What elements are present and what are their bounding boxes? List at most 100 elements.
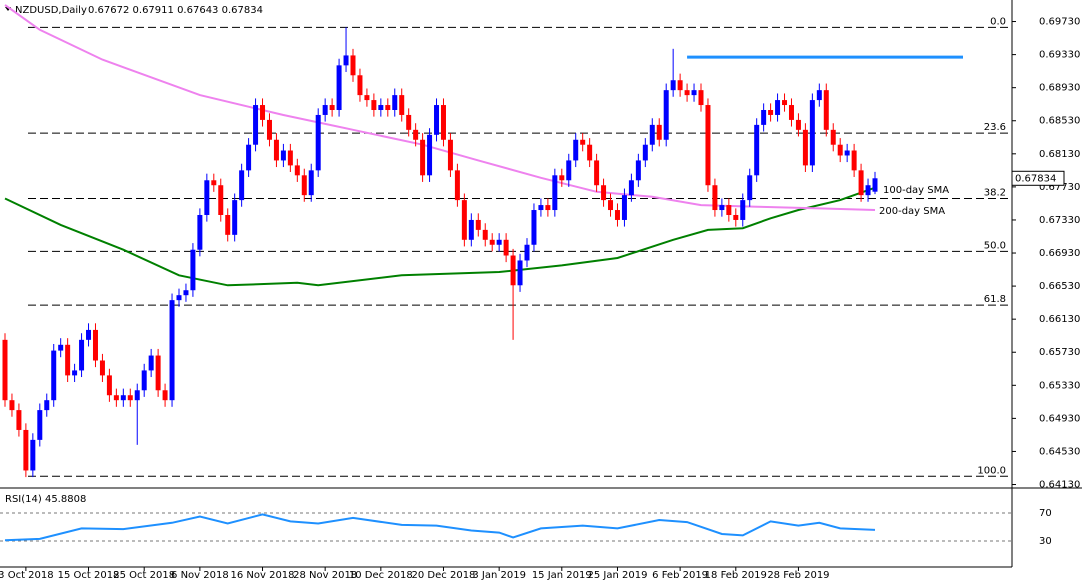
sma-annotation: 100-day SMA bbox=[883, 185, 949, 196]
candle-body bbox=[294, 165, 300, 176]
x-tick-label: 16 Nov 2018 bbox=[230, 570, 294, 581]
candle-body bbox=[155, 355, 161, 391]
candle-body bbox=[378, 105, 384, 110]
candle-body bbox=[475, 219, 481, 230]
candle-body bbox=[788, 105, 794, 120]
candle-body bbox=[524, 244, 530, 261]
ohlc-text: 0.67672 0.67911 0.67643 0.67834 bbox=[88, 5, 263, 16]
x-tick-label: 18 Feb 2019 bbox=[705, 570, 767, 581]
candle-body bbox=[371, 100, 377, 110]
candle-body bbox=[573, 139, 579, 161]
candle-body bbox=[260, 105, 266, 120]
candle-body bbox=[621, 195, 627, 220]
candle-body bbox=[23, 429, 29, 471]
candle-body bbox=[30, 439, 36, 471]
candle-body bbox=[601, 185, 607, 201]
y-tick-label: 0.66930 bbox=[1039, 248, 1080, 259]
fib-label: 0.0 bbox=[990, 16, 1006, 27]
candle-body bbox=[698, 90, 704, 106]
candle-body bbox=[802, 129, 808, 166]
candle-body bbox=[768, 109, 774, 115]
candle-body bbox=[322, 105, 328, 115]
candle-body bbox=[287, 150, 293, 166]
x-tick-label: 25 Oct 2018 bbox=[113, 570, 175, 581]
candle-body bbox=[740, 200, 746, 220]
candle-body bbox=[2, 339, 8, 401]
y-tick-label: 0.65330 bbox=[1039, 380, 1080, 391]
candle-body bbox=[670, 80, 676, 91]
candle-body bbox=[44, 400, 50, 411]
candle-body bbox=[809, 100, 815, 166]
x-tick-label: 3 Oct 2018 bbox=[0, 570, 54, 581]
y-tick-label: 0.68130 bbox=[1039, 149, 1080, 160]
candle-body bbox=[754, 124, 760, 176]
candle-body bbox=[58, 344, 64, 351]
rsi-line bbox=[4, 513, 876, 542]
y-tick-label: 0.67730 bbox=[1039, 182, 1080, 193]
sma-line bbox=[4, 4, 876, 211]
candle-body bbox=[141, 370, 147, 391]
x-tick-label: 3 Jan 2019 bbox=[472, 570, 526, 581]
candle-body bbox=[872, 178, 878, 192]
candle-body bbox=[816, 90, 822, 101]
candle-body bbox=[232, 200, 238, 235]
candle-body bbox=[594, 160, 600, 186]
x-tick-label: 25 Jan 2019 bbox=[588, 570, 648, 581]
y-tick-label: 0.69330 bbox=[1039, 50, 1080, 61]
x-tick-label: 28 Nov 2018 bbox=[293, 570, 357, 581]
candle-body bbox=[705, 105, 711, 186]
candle-body bbox=[517, 260, 523, 286]
candle-body bbox=[782, 100, 788, 106]
chart-title: NZDUSD,Daily bbox=[15, 5, 87, 16]
candle-body bbox=[65, 344, 71, 376]
y-tick-label: 0.65730 bbox=[1039, 347, 1080, 358]
fib-label: 50.0 bbox=[984, 240, 1006, 251]
candle-body bbox=[454, 170, 460, 201]
rsi-title: RSI(14) 45.8808 bbox=[5, 494, 86, 505]
candle-body bbox=[413, 129, 419, 140]
candle-body bbox=[162, 390, 168, 401]
candle-body bbox=[392, 95, 398, 110]
candle-body bbox=[712, 185, 718, 211]
x-tick-label: 28 Feb 2019 bbox=[767, 570, 829, 581]
fib-label: 23.6 bbox=[984, 122, 1006, 133]
candle-body bbox=[336, 65, 342, 110]
candle-body bbox=[169, 300, 175, 401]
candle-body bbox=[510, 255, 516, 286]
x-tick-label: 20 Dec 2018 bbox=[412, 570, 476, 581]
candle-body bbox=[225, 214, 231, 235]
rsi-tick-label: 70 bbox=[1039, 508, 1052, 519]
candle-body bbox=[775, 100, 781, 115]
fib-label: 100.0 bbox=[977, 465, 1006, 476]
candle-body bbox=[844, 150, 850, 156]
x-tick-label: 15 Jan 2019 bbox=[532, 570, 592, 581]
candle-body bbox=[628, 180, 634, 196]
candle-body bbox=[865, 185, 871, 196]
candle-body bbox=[503, 239, 509, 256]
candle-body bbox=[795, 119, 801, 130]
x-tick-label: 15 Oct 2018 bbox=[58, 570, 120, 581]
y-tick-label: 0.67330 bbox=[1039, 215, 1080, 226]
candle-body bbox=[851, 150, 857, 171]
candle-body bbox=[559, 175, 565, 181]
candle-body bbox=[106, 375, 112, 396]
sma-line bbox=[4, 186, 876, 287]
candle-body bbox=[239, 170, 245, 201]
fib-label: 38.2 bbox=[984, 187, 1006, 198]
candle-body bbox=[51, 350, 57, 401]
candle-body bbox=[830, 129, 836, 145]
y-tick-label: 0.68530 bbox=[1039, 116, 1080, 127]
candle-body bbox=[427, 134, 433, 176]
candle-body bbox=[350, 55, 356, 76]
candle-body bbox=[246, 144, 252, 171]
candle-body bbox=[204, 180, 210, 215]
candle-body bbox=[656, 124, 662, 140]
candle-body bbox=[218, 185, 224, 215]
candle-body bbox=[190, 249, 196, 291]
candle-body bbox=[127, 395, 133, 401]
candle-body bbox=[308, 170, 314, 196]
candle-body bbox=[587, 144, 593, 161]
candle-body bbox=[16, 410, 22, 430]
